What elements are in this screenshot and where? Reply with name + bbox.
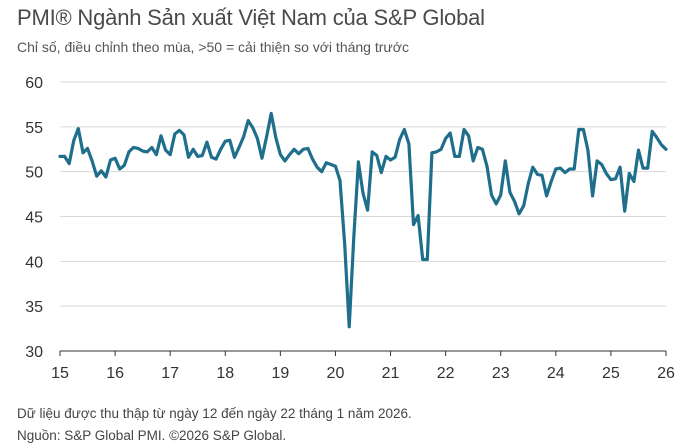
x-tick-label: 23: [492, 365, 510, 382]
y-tick-label: 55: [25, 120, 43, 137]
y-tick-label: 60: [25, 75, 43, 92]
x-tick-label: 25: [602, 365, 620, 382]
x-tick-label: 21: [382, 365, 400, 382]
x-tick-label: 22: [437, 365, 455, 382]
chart-subtitle: Chỉ số, điều chỉnh theo mùa, >50 = cải t…: [17, 39, 409, 55]
series-group: [58, 111, 668, 329]
x-tick-label: 17: [161, 365, 179, 382]
y-tick-label: 35: [25, 299, 43, 316]
y-tick-label: 50: [25, 165, 43, 182]
chart-title: PMI® Ngành Sản xuất Việt Nam của S&P Glo…: [17, 5, 485, 30]
x-tick-label: 19: [271, 365, 289, 382]
x-tick-label: 24: [547, 365, 565, 382]
x-tick-label: 20: [327, 365, 345, 382]
source-note: Nguồn: S&P Global PMI. ©2026 S&P Global.: [17, 428, 287, 443]
y-tick-label: 45: [25, 210, 43, 227]
x-tick-label: 15: [51, 365, 69, 382]
x-tick-label: 16: [106, 365, 124, 382]
y-axis: 30 35 40 45 50 55 60: [25, 75, 43, 361]
data-collection-note: Dữ liệu được thu thập từ ngày 12 đến ngà…: [17, 406, 412, 421]
y-tick-label: 30: [25, 344, 43, 361]
x-tick-label: 26: [657, 365, 675, 382]
series-line: [58, 111, 668, 329]
x-axis: 15 16 17 18 19 20 21 22 23 24 25 26: [51, 351, 675, 382]
x-tick-label: 18: [216, 365, 234, 382]
y-tick-label: 40: [25, 254, 43, 271]
